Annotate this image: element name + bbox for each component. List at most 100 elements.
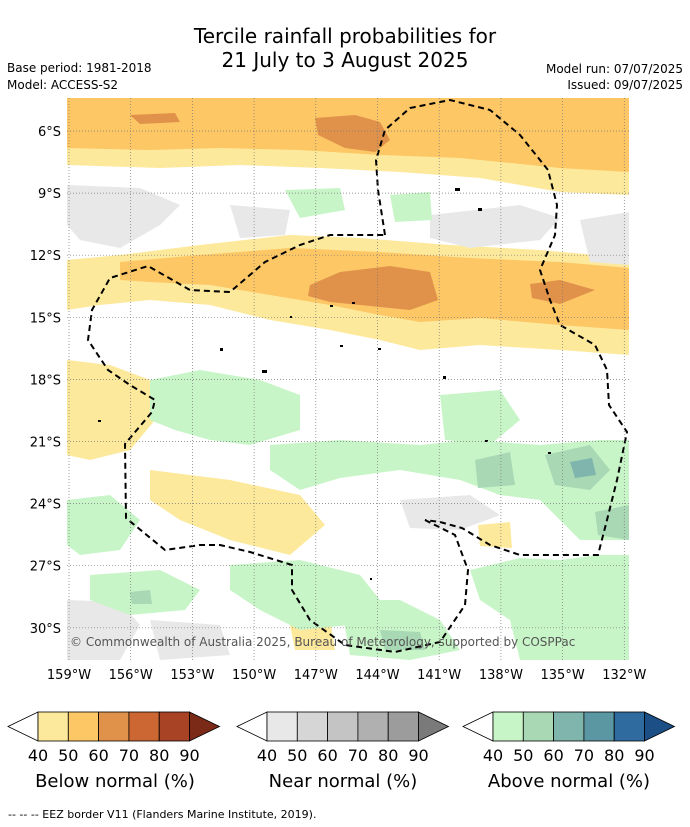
above-normal-area [595, 505, 629, 540]
colorbar-segment [98, 711, 130, 742]
longitude-label: 156°W [109, 668, 153, 683]
colorbar-upper-extension [418, 711, 450, 742]
near-normal-area [230, 205, 290, 238]
near-normal-area [67, 185, 180, 248]
latitude-label: 6°S [38, 125, 61, 140]
near-normal-area [67, 600, 140, 660]
longitude-label: 147°W [294, 668, 338, 683]
longitude-label: 135°W [541, 668, 585, 683]
latitude-labels: 6°S 9°S 12°S 15°S 18°S 21°S 24°S 27°S 30°S [30, 125, 61, 637]
above-normal-area [67, 495, 140, 555]
above-normal-area [570, 458, 596, 478]
colorbar-segment [387, 711, 419, 742]
colorbar-upper-extension [644, 711, 676, 742]
colorbar-segment [522, 711, 554, 742]
near-normal-legend-label: Near normal (%) [268, 771, 418, 792]
colorbar-tick-label: 40 [483, 746, 503, 765]
colorbar-segment [327, 711, 359, 742]
latitude-label: 9°S [38, 187, 61, 202]
below-normal-area [478, 522, 512, 548]
latitude-label: 24°S [30, 498, 61, 513]
colorbar-tick-label: 90 [408, 746, 428, 765]
colorbar-tick-label: 50 [513, 746, 533, 765]
latitude-label: 15°S [30, 311, 61, 326]
colorbar-tick-label: 50 [58, 746, 78, 765]
colorbar-segment [492, 711, 524, 742]
above-normal-area [270, 440, 629, 660]
colorbar-segment [158, 711, 190, 742]
latitude-label: 30°S [30, 622, 61, 637]
colorbar: 40 50 60 70 80 90 [462, 711, 676, 765]
near-normal-area [430, 205, 560, 248]
colorbar-lower-extension [236, 711, 268, 742]
longitude-labels: 159°W 156°W 153°W 150°W 147°W 144°W 141°W 138°W… [47, 668, 647, 683]
colorbar-segment [553, 711, 585, 742]
colorbar-segment [266, 711, 298, 742]
longitude-label: 159°W [47, 668, 91, 683]
colorbar-tick-label: 50 [287, 746, 307, 765]
islands [98, 188, 551, 580]
longitude-label: 153°W [170, 668, 214, 683]
title-line-1: Tercile rainfall probabilities for [193, 24, 497, 48]
colorbar-segment [67, 711, 100, 742]
colorbar-tick-label: 70 [119, 746, 139, 765]
colorbar: 40 50 60 70 80 90 [7, 711, 221, 765]
colorbar-segment [128, 711, 160, 742]
colorbar-tick-label: 70 [348, 746, 368, 765]
near-normal-area [150, 620, 230, 660]
colorbar-lower-extension [7, 711, 39, 742]
above-normal-area [150, 370, 300, 445]
colorbar-segment [357, 711, 389, 742]
latitude-label: 18°S [30, 373, 61, 388]
colorbar-tick-label: 80 [149, 746, 169, 765]
above-normal-area [130, 590, 152, 604]
colorbar-tick-label: 90 [634, 746, 654, 765]
colorbar-tick-label: 40 [28, 746, 48, 765]
title-line-2: 21 July to 3 August 2025 [221, 48, 469, 72]
issued-date: Issued: 09/07/2025 [567, 78, 683, 92]
copyright-notice: © Commonwealth of Australia 2025, Bureau… [70, 635, 575, 649]
colorbar-tick-label: 80 [604, 746, 624, 765]
colorbar-tick-label: 80 [378, 746, 398, 765]
below-normal-area [130, 113, 180, 124]
longitude-label: 141°W [417, 668, 461, 683]
above-normal-area [475, 452, 515, 488]
above-normal-area [285, 188, 345, 218]
above-normal-legend-label: Above normal (%) [487, 771, 651, 792]
below-normal-area [315, 115, 390, 152]
model-run: Model run: 07/07/2025 [545, 62, 683, 76]
below-normal-area [530, 280, 595, 304]
colorbar-tick-label: 70 [574, 746, 594, 765]
colorbar-tick-label: 60 [88, 746, 108, 765]
map-grid [67, 98, 629, 660]
longitude-label: 150°W [232, 668, 276, 683]
colorbar-segment [583, 711, 615, 742]
eez-border-note: -- -- -- EEZ border V11 (Flanders Marine… [8, 808, 317, 821]
above-normal-area [380, 630, 425, 650]
colorbar-tick-label: 60 [317, 746, 337, 765]
latitude-label: 21°S [30, 436, 61, 451]
above-normal-area [390, 192, 432, 222]
colorbar-tick-label: 40 [257, 746, 277, 765]
latitude-label: 27°S [30, 560, 61, 575]
longitude-label: 132°W [602, 668, 646, 683]
model-name: Model: ACCESS-S2 [7, 78, 119, 92]
below-normal-area [150, 470, 325, 555]
colorbars: 40 50 60 70 80 90 40 50 60 70 80 90 40 50 60 70 80 90 [7, 711, 676, 765]
base-period: Base period: 1981-2018 [7, 61, 152, 75]
near-normal-area [580, 212, 629, 265]
eez-border [86, 98, 629, 654]
colorbar-lower-extension [462, 711, 494, 742]
longitude-label: 144°W [355, 668, 399, 683]
below-normal-legend-label: Below normal (%) [35, 771, 195, 792]
longitude-label: 138°W [479, 668, 523, 683]
colorbar-tick-label: 90 [179, 746, 199, 765]
colorbar-upper-extension [189, 711, 221, 742]
colorbar-tick-label: 60 [543, 746, 563, 765]
latitude-label: 12°S [30, 249, 61, 264]
colorbar-segment [37, 711, 69, 742]
above-normal-area [440, 390, 520, 445]
colorbar: 40 50 60 70 80 90 [236, 711, 450, 765]
colorbar-segment [613, 711, 645, 742]
